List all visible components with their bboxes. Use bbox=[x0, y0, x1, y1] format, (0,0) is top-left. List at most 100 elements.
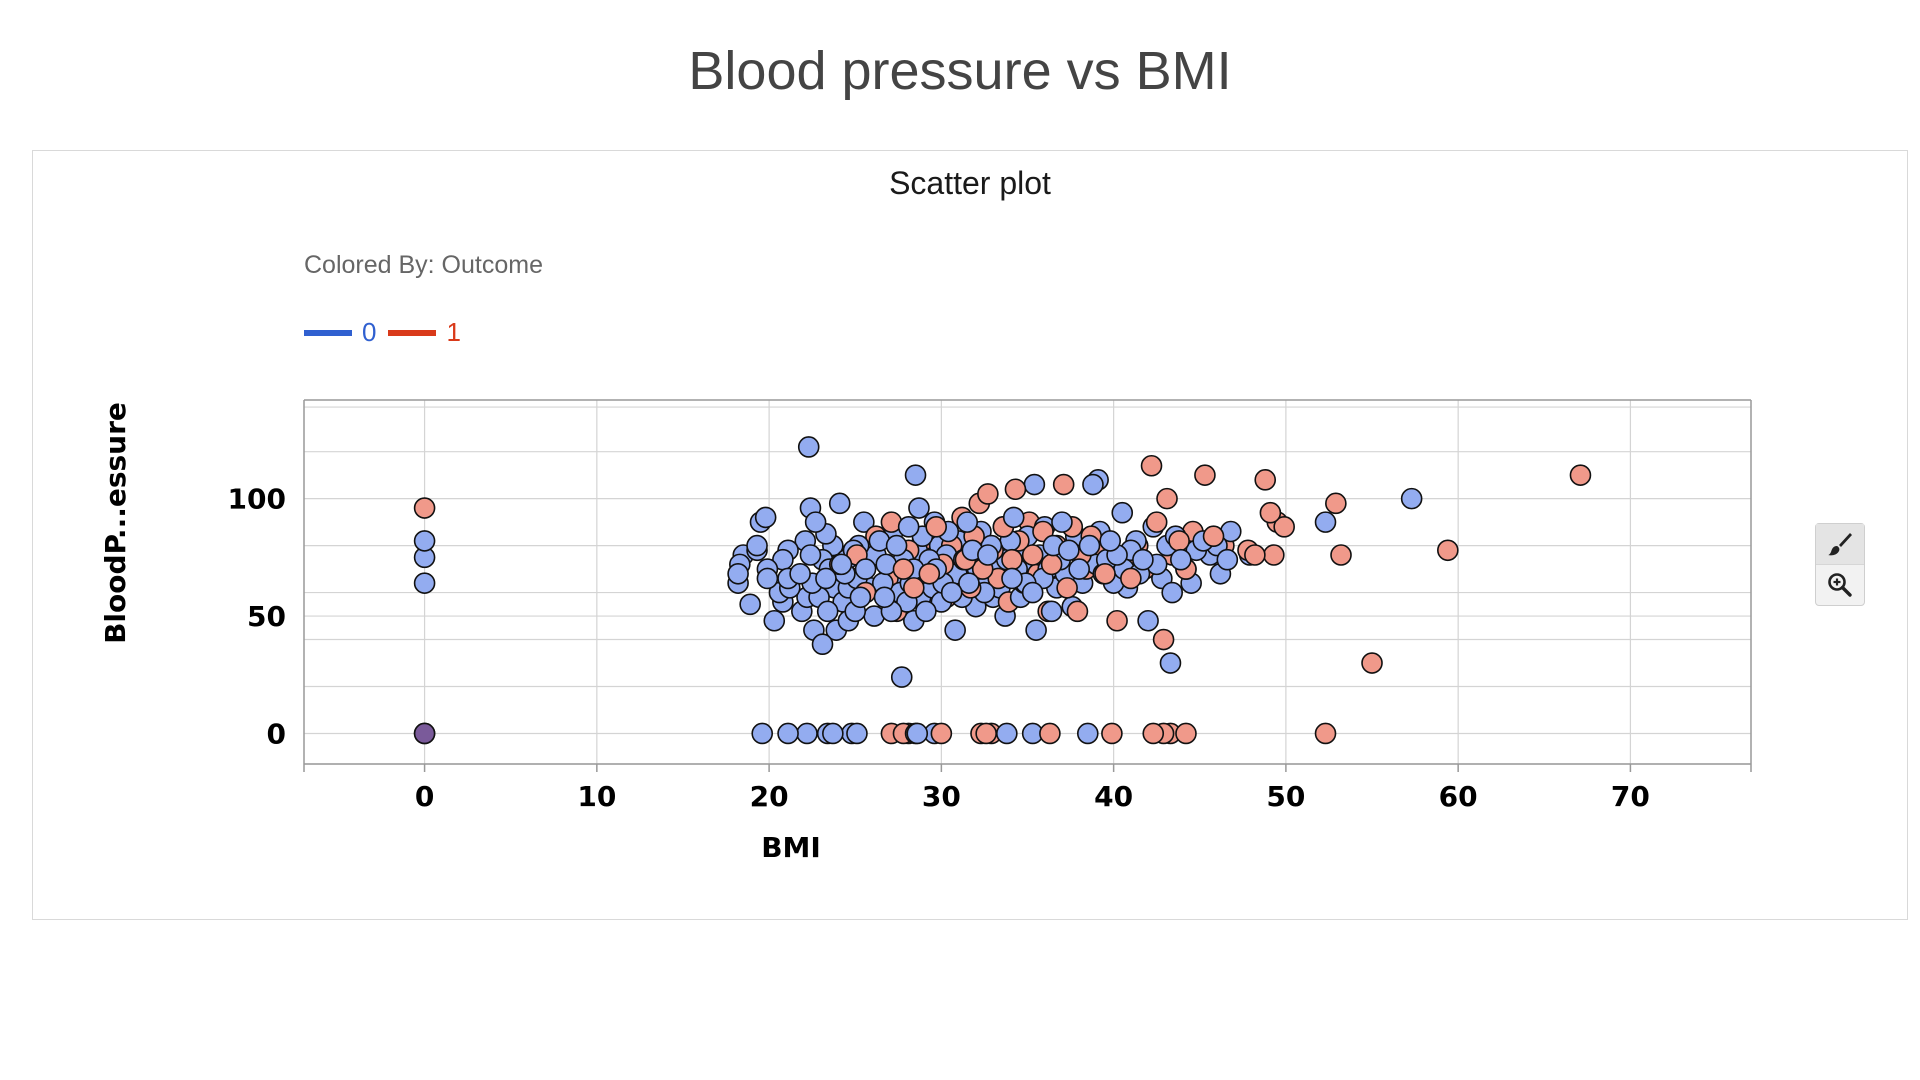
legend-entry-1[interactable]: 1 bbox=[388, 317, 461, 348]
data-point-outcome-0 bbox=[763, 609, 786, 632]
data-point-outcome-0 bbox=[885, 534, 908, 557]
data-point-outcome-0 bbox=[756, 567, 779, 590]
data-point-outcome-0 bbox=[751, 722, 774, 745]
data-point-outcome-0 bbox=[1161, 581, 1183, 604]
data-point-outcome-0 bbox=[1078, 534, 1101, 557]
data-point-outcome-1 bbox=[1437, 539, 1459, 562]
data-point-outcome-0 bbox=[1040, 600, 1063, 623]
data-point-outcome-1 bbox=[1120, 567, 1142, 590]
data-point-outcome-1 bbox=[1094, 562, 1116, 585]
paintbrush-icon bbox=[1828, 533, 1852, 556]
data-point-outcome-0 bbox=[1159, 652, 1182, 674]
data-point-outcome-1 bbox=[413, 497, 436, 519]
data-point-outcome-0 bbox=[956, 511, 979, 533]
data-point-outcome-1 bbox=[1021, 544, 1044, 566]
data-point-outcome-0 bbox=[797, 436, 820, 458]
data-point-outcome-1 bbox=[1194, 464, 1216, 486]
data-point-outcome-1 bbox=[1202, 525, 1225, 548]
data-point-outcome-0 bbox=[777, 722, 799, 745]
data-point-outcome-1 bbox=[1056, 577, 1078, 599]
data-point-outcome-0 bbox=[1058, 539, 1080, 562]
data-point-outcome-1 bbox=[1106, 609, 1128, 632]
data-point-outcome-1 bbox=[1039, 722, 1061, 745]
data-point-outcome-0 bbox=[1068, 558, 1090, 580]
plot-points bbox=[413, 436, 1592, 745]
data-point-outcome-1 bbox=[903, 577, 925, 599]
zoom-in-icon bbox=[1828, 573, 1852, 597]
data-point-outcome-1 bbox=[1140, 454, 1163, 477]
data-point-outcome-0 bbox=[977, 544, 999, 566]
data-point-outcome-1 bbox=[1569, 464, 1592, 486]
data-point-outcome-1 bbox=[918, 562, 941, 585]
data-point-outcome-0 bbox=[1400, 487, 1423, 510]
data-point-outcome-0 bbox=[1021, 581, 1044, 604]
data-point-outcome-0 bbox=[727, 562, 749, 585]
data-point-outcome-0 bbox=[890, 666, 913, 688]
data-point-outcome-0 bbox=[739, 593, 761, 616]
data-point-outcome-0 bbox=[1099, 530, 1121, 552]
x-axis-label: BMI bbox=[761, 831, 821, 864]
data-point-outcome-1 bbox=[1101, 722, 1123, 745]
data-point-outcome-0 bbox=[1132, 548, 1154, 571]
colored-by-label: Colored By: Outcome bbox=[304, 251, 543, 279]
data-point-overlap bbox=[413, 722, 436, 745]
zoom-tool-button[interactable] bbox=[1816, 564, 1864, 605]
x-tick-label: 40 bbox=[1094, 780, 1133, 813]
data-point-outcome-0 bbox=[1002, 506, 1025, 529]
chart-title: Scatter plot bbox=[889, 165, 1051, 201]
chart-panel: Scatter plot Colored By: Outcome 0 1 0 10… bbox=[32, 150, 1908, 920]
data-point-outcome-0 bbox=[873, 586, 896, 609]
legend-label-1: 1 bbox=[446, 317, 461, 347]
data-point-outcome-0 bbox=[996, 722, 1018, 745]
data-point-outcome-0 bbox=[815, 567, 837, 590]
data-point-outcome-0 bbox=[811, 633, 834, 656]
data-point-outcome-1 bbox=[1263, 544, 1285, 566]
y-tick-label: 50 bbox=[247, 600, 286, 633]
data-point-outcome-0 bbox=[413, 530, 436, 552]
data-point-outcome-0 bbox=[746, 534, 768, 557]
data-point-outcome-0 bbox=[849, 586, 872, 609]
data-point-outcome-0 bbox=[1023, 473, 1046, 496]
x-tick-label: 30 bbox=[922, 780, 961, 813]
data-point-outcome-0 bbox=[904, 464, 927, 486]
data-point-outcome-0 bbox=[908, 497, 930, 519]
data-point-outcome-0 bbox=[1137, 609, 1159, 632]
data-point-outcome-1 bbox=[1330, 544, 1352, 566]
data-point-outcome-0 bbox=[853, 511, 875, 533]
data-point-outcome-0 bbox=[1051, 511, 1073, 533]
data-point-outcome-0 bbox=[796, 722, 818, 745]
data-point-outcome-0 bbox=[799, 544, 822, 566]
data-point-outcome-1 bbox=[930, 722, 953, 745]
y-tick-label: 100 bbox=[228, 483, 286, 516]
data-point-outcome-0 bbox=[1314, 511, 1337, 533]
data-point-outcome-0 bbox=[816, 600, 839, 623]
plot-toolbar bbox=[1815, 523, 1865, 606]
legend-entry-0[interactable]: 0 bbox=[304, 317, 376, 348]
brush-tool-button[interactable] bbox=[1816, 524, 1864, 564]
data-point-outcome-1 bbox=[1244, 544, 1266, 566]
data-point-outcome-0 bbox=[897, 516, 920, 538]
data-point-outcome-1 bbox=[977, 483, 999, 505]
data-point-outcome-0 bbox=[1001, 567, 1023, 590]
data-point-outcome-0 bbox=[828, 492, 851, 515]
x-tick-label: 70 bbox=[1611, 780, 1650, 813]
y-axis-label: BloodP...essure bbox=[99, 402, 132, 644]
data-point-outcome-1 bbox=[1004, 478, 1027, 501]
page-title: Blood pressure vs BMI bbox=[688, 41, 1232, 101]
data-point-outcome-1 bbox=[1145, 511, 1168, 533]
data-point-outcome-0 bbox=[822, 722, 844, 745]
data-point-outcome-0 bbox=[1170, 548, 1192, 571]
data-point-outcome-0 bbox=[789, 562, 811, 585]
data-point-outcome-1 bbox=[1325, 492, 1347, 515]
data-point-outcome-1 bbox=[1066, 600, 1089, 623]
data-point-outcome-0 bbox=[940, 581, 963, 604]
x-tick-labels: 0 10 20 30 40 50 60 70 bbox=[415, 780, 1650, 813]
legend-swatch-1 bbox=[388, 329, 437, 336]
data-point-outcome-1 bbox=[1254, 469, 1277, 491]
data-point-outcome-1 bbox=[1156, 487, 1178, 510]
data-point-outcome-1 bbox=[892, 558, 915, 580]
x-tick-label: 60 bbox=[1439, 780, 1478, 813]
data-point-outcome-0 bbox=[944, 619, 966, 641]
data-point-outcome-1 bbox=[1259, 501, 1282, 524]
